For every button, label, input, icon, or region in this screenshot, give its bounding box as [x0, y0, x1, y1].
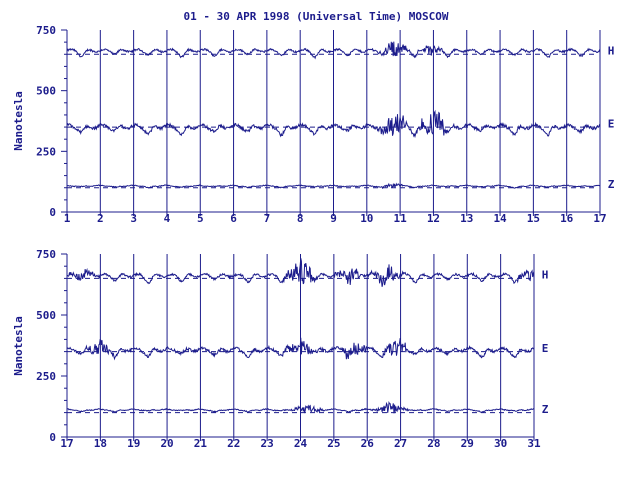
x-tick-label: 5 — [197, 212, 204, 225]
x-tick-label: 16 — [560, 212, 574, 225]
x-tick-label: 12 — [427, 212, 440, 225]
panel-bottom: 0 250 500 750 Nanotesla 17 18 19 20 21 22 23 24 25 26 2… — [12, 248, 549, 450]
x-tick-label: 31 — [527, 437, 541, 450]
x-tick-label: 4 — [164, 212, 171, 225]
y-tick-label: 750 — [36, 248, 56, 261]
y-tick-label: 0 — [49, 206, 56, 219]
x-tick-label: 11 — [394, 212, 408, 225]
y-axis-label: Nanotesla — [12, 91, 25, 151]
series-line-h — [66, 41, 601, 60]
y-tick-label: 250 — [36, 145, 56, 158]
y-axis-label: Nanotesla — [12, 316, 25, 376]
series-label-z: Z — [542, 403, 549, 416]
x-tick-label: 2 — [97, 212, 104, 225]
x-tick-label: 20 — [160, 437, 173, 450]
x-tick-label: 10 — [360, 212, 373, 225]
x-tick-label: 28 — [427, 437, 440, 450]
x-tick-label: 18 — [94, 437, 107, 450]
x-tick-label: 1 — [64, 212, 71, 225]
x-tick-label: 29 — [461, 437, 474, 450]
series-line-e — [67, 109, 601, 139]
x-tick-label: 3 — [130, 212, 137, 225]
x-tick-label: 9 — [330, 212, 337, 225]
x-tick-label: 21 — [194, 437, 208, 450]
series-label-z: Z — [608, 178, 615, 191]
x-tick-label: 24 — [294, 437, 308, 450]
y-tick-label: 500 — [36, 309, 56, 322]
y-tick-label: 0 — [49, 431, 56, 444]
y-tick-label: 500 — [36, 85, 56, 98]
x-tick-label: 17 — [60, 437, 73, 450]
series-label-h: H — [608, 45, 615, 58]
series-line-e — [66, 337, 535, 361]
x-tick-label: 17 — [593, 212, 606, 225]
series-line-z — [67, 182, 601, 190]
y-tick-label: 250 — [36, 370, 56, 383]
x-tick-label: 27 — [394, 437, 407, 450]
x-tick-label: 15 — [527, 212, 540, 225]
x-tick-label: 8 — [297, 212, 304, 225]
x-tick-label: 30 — [494, 437, 507, 450]
x-tick-label: 22 — [227, 437, 240, 450]
x-tick-label: 13 — [460, 212, 473, 225]
x-tick-label: 26 — [361, 437, 375, 450]
x-tick-label: 14 — [493, 212, 507, 225]
series-label-e: E — [608, 117, 615, 130]
series-label-e: E — [542, 342, 549, 355]
x-tick-label: 6 — [230, 212, 237, 225]
series-line-z — [66, 400, 535, 414]
series-line-h — [66, 258, 535, 287]
x-tick-label: 7 — [264, 212, 271, 225]
chart-title: 01 - 30 APR 1998 (Universal Time) MOSCOW — [184, 10, 449, 23]
x-tick-label: 23 — [261, 437, 274, 450]
series-label-h: H — [542, 269, 549, 282]
y-tick-label: 750 — [36, 24, 56, 37]
x-tick-label: 19 — [127, 437, 140, 450]
x-tick-label: 25 — [327, 437, 340, 450]
